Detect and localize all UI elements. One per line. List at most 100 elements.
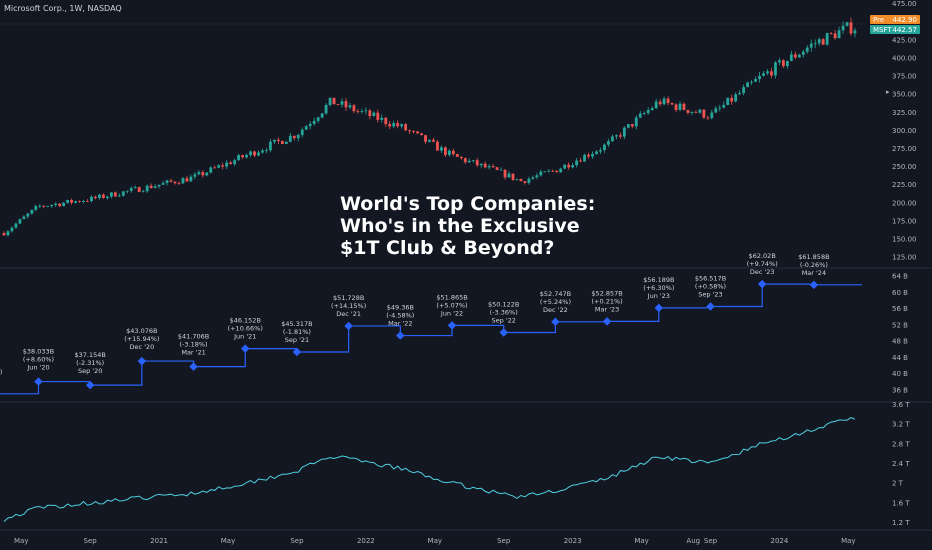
candle-body [519,179,523,182]
candle-body [42,205,46,207]
revenue-change-label: (+6.30%) [643,284,674,292]
y-tick-label: 150.00 [892,236,917,244]
candle-body [778,60,781,63]
y-tick-label: 40 B [892,370,908,378]
candle-body [70,199,74,203]
candle-body [165,180,169,183]
candle-body [467,160,471,163]
candle-body [698,109,702,113]
candle-body [495,167,499,170]
candle-body [455,154,459,157]
candle-body [503,169,507,178]
candle-body [360,111,364,112]
candle-body [2,232,6,236]
candle-body [821,39,825,45]
candle-body [451,150,455,155]
candle-body [587,154,590,157]
candle-body [22,216,26,220]
candle-body [296,134,300,139]
symbol-title: Microsoft Corp., 1W, NASDAQ [4,4,122,13]
candle-body [702,109,706,118]
candle-body [809,43,813,48]
revenue-value-label: $38.033B [23,348,54,356]
candle-body [507,173,511,178]
candle-body [535,175,539,178]
candle-body [722,104,726,108]
candle-body [137,187,141,192]
revenue-value-label: $50.122B [488,300,519,308]
candle-body [292,135,296,139]
candle-body [841,25,845,31]
candle-body [376,112,380,120]
revenue-point [551,317,560,327]
revenue-point [447,321,457,330]
revenue-value-label: $37.154B [74,351,105,359]
revenue-change-label: (-4.58%) [386,312,414,320]
candle-body [575,160,579,166]
candle-body [388,124,392,127]
candle-body [257,152,260,156]
candle-body [543,171,547,173]
candle-body [149,185,153,189]
candle-body [440,147,443,151]
candle-body [762,73,765,76]
revenue-point [241,344,250,353]
candle-body [774,62,777,76]
candle-body [662,98,666,105]
candle-body [471,160,475,161]
revenue-quarter-label: Sep '20 [78,367,102,375]
candle-body [14,223,18,228]
candle-body [356,111,360,112]
candle-body [117,195,121,197]
candle-body [364,110,368,112]
candle-body [348,105,352,108]
revenue-value-label: $49.36B [387,304,414,312]
candle-body [273,139,276,142]
candle-body [567,164,571,168]
revenue-point [344,321,353,331]
y-tick-label: 425.00 [892,36,917,44]
candle-body [817,39,821,44]
candle-body [133,187,137,189]
candle-body [396,123,400,127]
candle-body [443,147,447,155]
candle-body [249,151,252,156]
candle-body [813,43,817,45]
revenue-change-label: (-2.31%) [76,359,104,367]
candle-body [849,22,853,34]
x-tick-label: 2021 [150,537,168,545]
revenue-change-label: (+5.24%) [540,298,571,306]
revenue-change-label: (-3.36%) [490,308,518,316]
revenue-quarter-label: Jun '22 [440,309,463,317]
candle-body [161,182,165,185]
candle-body [670,103,674,105]
revenue-quarter-label: Jun '23 [647,292,670,300]
candle-body [837,30,841,39]
candle-body [555,170,559,173]
y-tick-label: 48 B [892,338,908,346]
candle-body [78,201,81,202]
revenue-change-label: (+5.07%) [436,301,467,309]
candle-body [579,160,582,162]
candle-body [447,150,451,155]
revenue-change-label: (-1.81%) [283,328,311,336]
candle-body [718,107,722,109]
candle-body [237,155,241,161]
candle-body [714,108,718,113]
candle-body [241,155,244,158]
revenue-point [654,303,664,313]
candle-body [686,109,690,113]
candle-body [308,123,312,127]
candle-body [511,173,515,180]
premarket-badge-value: 442.90 [892,15,918,24]
x-tick-label: Sep [290,537,304,545]
candle-body [785,60,789,67]
revenue-quarter-label: Sep '22 [492,316,516,324]
candle-body [324,105,328,114]
candle-body [74,201,77,203]
revenue-value-label: $43.076B [126,327,157,335]
candle-body [591,153,594,157]
candle-body [424,135,427,142]
x-tick-label: Aug [686,537,700,545]
y-tick-label: 350.00 [892,91,917,99]
